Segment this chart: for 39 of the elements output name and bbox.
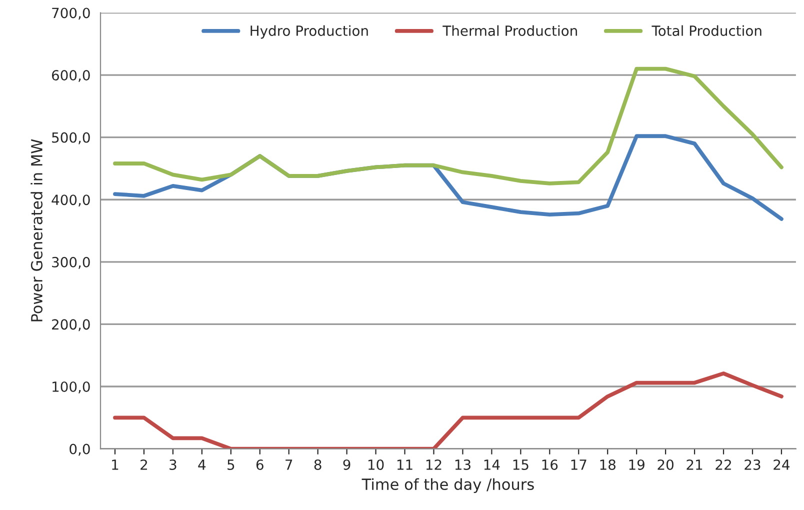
x-tick-label: 10	[368, 459, 384, 470]
x-tick-label: 17	[571, 460, 586, 470]
legend-label: Thermal Production	[442, 25, 577, 36]
x-tick-label: 20	[658, 459, 674, 470]
x-tick-label: 15	[513, 460, 528, 470]
x-tick-label: 19	[629, 459, 644, 470]
line-series	[113, 371, 784, 449]
x-tick-label: 9	[343, 459, 350, 470]
x-tick-label: 1	[112, 460, 118, 470]
y-tick-label: 600,0	[52, 70, 90, 82]
x-tick-label: 22	[716, 459, 731, 470]
y-tick-label: 300,0	[52, 256, 90, 269]
x-tick-label: 5	[228, 460, 234, 470]
x-tick-label: 4	[198, 460, 206, 470]
y-tick-label: 400,0	[52, 194, 90, 207]
x-tick-label: 14	[484, 460, 500, 470]
x-tick-label: 18	[600, 459, 616, 470]
x-tick-label: 21	[686, 459, 702, 470]
x-tick-label: 12	[426, 459, 442, 470]
x-tick-label: 24	[774, 459, 790, 470]
x-tick-label: 7	[286, 460, 292, 470]
y-tick-label: 700,0	[52, 8, 90, 20]
legend-label: Total Production	[652, 25, 762, 36]
line-series	[113, 66, 784, 186]
y-tick-label: 100,0	[52, 381, 90, 394]
x-tick-label: 8	[314, 459, 322, 470]
x-tick-label: 3	[170, 459, 176, 470]
x-tick-label: 16	[542, 459, 558, 470]
x-tick-label: 23	[744, 459, 760, 470]
x-tick-label: 11	[397, 460, 412, 470]
y-tick-label: 500,0	[52, 132, 90, 144]
y-tick-label: 0,0	[70, 444, 90, 456]
legend-label: Hydro Production	[250, 25, 368, 39]
x-tick-label: 13	[455, 459, 470, 470]
y-tick-label: 200,0	[52, 319, 90, 332]
x-axis-title: Time of the day /hours	[362, 478, 534, 493]
y-axis-title: Power Generated in MW	[30, 139, 42, 322]
x-tick-label: 6	[256, 459, 264, 470]
x-tick-label: 2	[140, 459, 147, 470]
